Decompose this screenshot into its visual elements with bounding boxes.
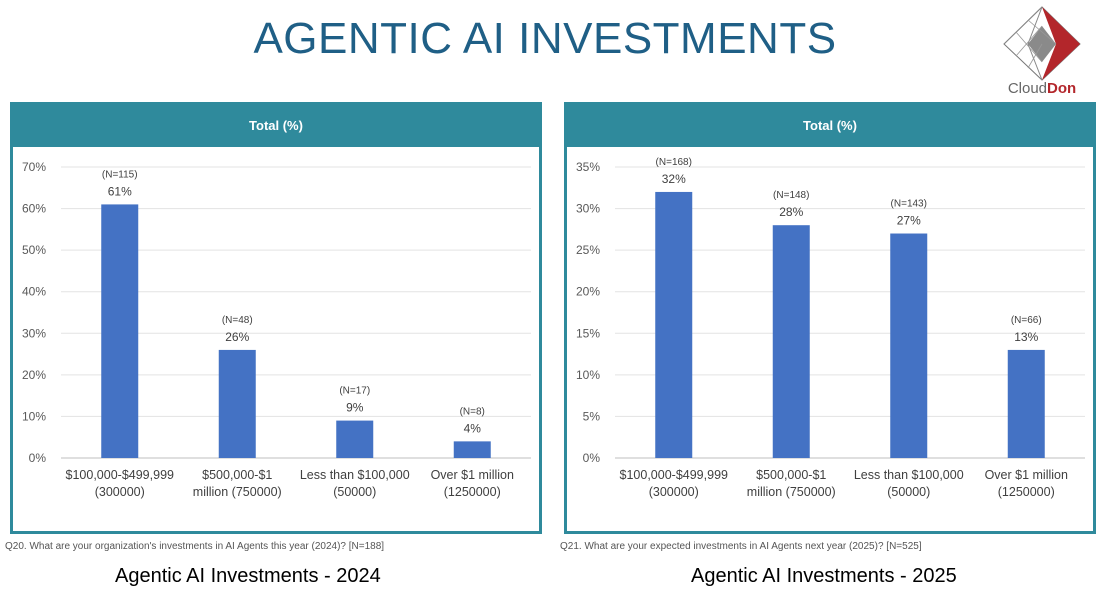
- bar: [218, 349, 256, 458]
- data-label: 26%: [225, 330, 249, 344]
- chart-panel-2024: Total (%) 0% 10% 20% 30% 40% 50% 60% 70% 61% (N=1…: [10, 102, 542, 534]
- chart-panel-2025: Total (%) 0% 5% 10% 15% 20% 25% 30% 35% 32% (N=16…: [564, 102, 1096, 534]
- bar: [1007, 349, 1045, 458]
- n-count-label: (N=148): [773, 190, 809, 201]
- n-count-label: (N=143): [891, 199, 927, 210]
- bar: [453, 441, 491, 458]
- y-tick-label: 0%: [29, 451, 47, 465]
- data-label: 9%: [346, 401, 364, 415]
- bar: [655, 191, 693, 458]
- y-tick-label: 50%: [22, 243, 46, 257]
- y-tick-label: 5%: [583, 409, 601, 423]
- data-label: 4%: [464, 421, 482, 435]
- y-tick-label: 15%: [576, 326, 600, 340]
- n-count-label: (N=8): [460, 406, 485, 417]
- footnote-2024: Q20. What are your organization's invest…: [5, 541, 385, 552]
- category-label: (1250000): [444, 485, 501, 499]
- caption-2024: Agentic AI Investments - 2024: [115, 565, 381, 587]
- category-label: (50000): [887, 485, 930, 499]
- caption-2025: Agentic AI Investments - 2025: [691, 565, 957, 587]
- y-tick-label: 30%: [22, 326, 46, 340]
- category-label: Less than $100,000: [300, 468, 410, 482]
- n-count-label: (N=17): [339, 386, 370, 397]
- category-label: Less than $100,000: [854, 468, 964, 482]
- category-label: (1250000): [998, 485, 1055, 499]
- n-count-label: (N=115): [102, 169, 138, 180]
- n-count-label: (N=66): [1011, 315, 1042, 326]
- category-label: (300000): [649, 485, 699, 499]
- bar: [890, 233, 928, 458]
- bar: [772, 225, 810, 458]
- category-label: Over $1 million: [985, 468, 1068, 482]
- chart-header-2025: Total (%): [567, 105, 1093, 147]
- logo-text-don: Don: [1047, 80, 1077, 97]
- category-label: million (750000): [193, 485, 282, 499]
- logo-text-cloud: Cloud: [1007, 80, 1048, 97]
- y-tick-label: 30%: [576, 202, 600, 216]
- category-label: (300000): [95, 485, 145, 499]
- n-count-label: (N=168): [656, 157, 692, 168]
- y-tick-label: 35%: [576, 160, 600, 174]
- y-tick-label: 20%: [22, 368, 46, 382]
- bar: [101, 204, 139, 458]
- logo-text: CloudDon: [1000, 80, 1084, 97]
- y-tick-label: 10%: [22, 409, 46, 423]
- y-tick-label: 25%: [576, 243, 600, 257]
- category-label: $100,000-$499,999: [66, 468, 174, 482]
- category-label: (50000): [333, 485, 376, 499]
- bar: [336, 420, 374, 458]
- y-tick-label: 40%: [22, 285, 46, 299]
- category-label: $500,000-$1: [756, 468, 826, 482]
- data-label: 27%: [897, 214, 921, 228]
- bar-chart-2025: 0% 5% 10% 15% 20% 25% 30% 35% 32% (N=168) $100,000…: [576, 157, 1085, 499]
- footnote-2025: Q21. What are your expected investments …: [560, 541, 922, 552]
- diamond-logo-icon: [1003, 6, 1081, 81]
- category-label: million (750000): [747, 485, 836, 499]
- n-count-label: (N=48): [222, 315, 253, 326]
- page-title: AGENTIC AI INVESTMENTS: [253, 14, 837, 63]
- y-tick-label: 10%: [576, 368, 600, 382]
- category-label: $500,000-$1: [202, 468, 272, 482]
- clouddon-logo: CloudDon: [1000, 4, 1084, 98]
- y-tick-label: 70%: [22, 160, 46, 174]
- data-label: 28%: [779, 205, 803, 219]
- y-tick-label: 20%: [576, 285, 600, 299]
- bar-chart-2024: 0% 10% 20% 30% 40% 50% 60% 70% 61% (N=115) $100,00…: [22, 160, 531, 499]
- data-label: 61%: [108, 184, 132, 198]
- data-label: 13%: [1014, 330, 1038, 344]
- category-label: Over $1 million: [431, 468, 514, 482]
- y-tick-label: 0%: [583, 451, 601, 465]
- chart-header-2024: Total (%): [13, 105, 539, 147]
- data-label: 32%: [662, 172, 686, 186]
- category-label: $100,000-$499,999: [620, 468, 728, 482]
- y-tick-label: 60%: [22, 202, 46, 216]
